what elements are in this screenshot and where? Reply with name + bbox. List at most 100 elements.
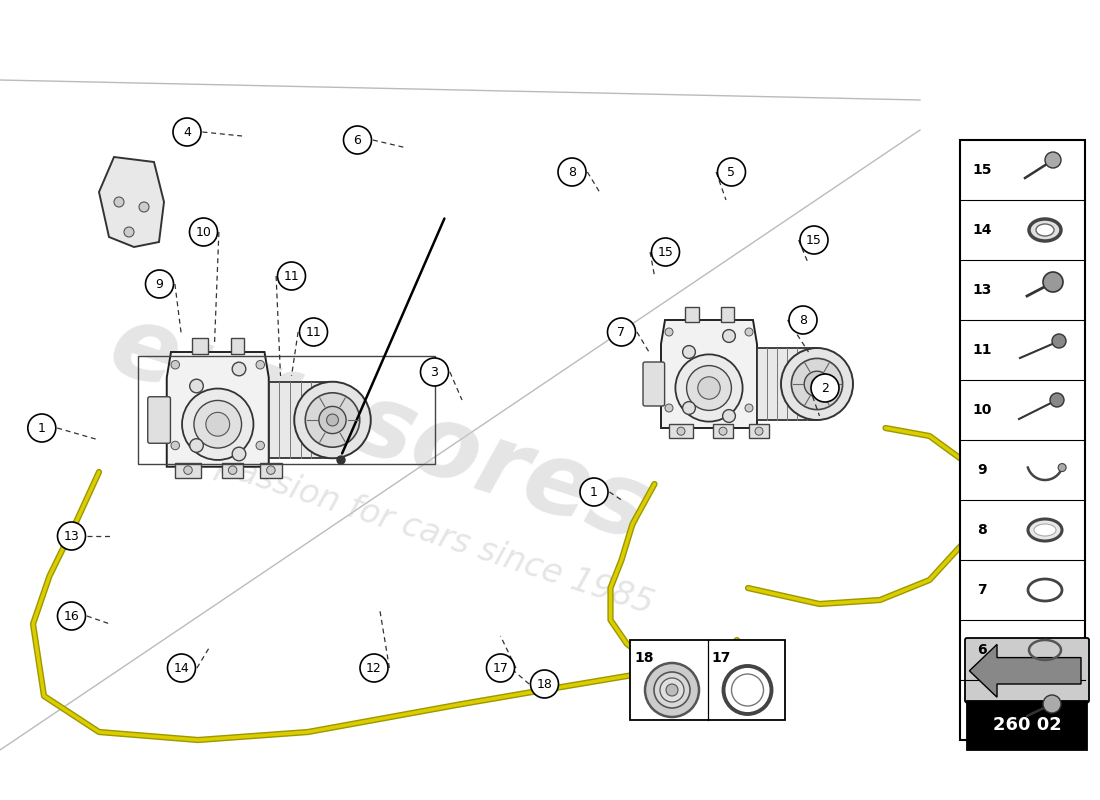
Text: 7: 7	[617, 326, 626, 338]
Circle shape	[804, 371, 829, 397]
Text: eurosores: eurosores	[98, 297, 662, 563]
FancyBboxPatch shape	[965, 638, 1089, 702]
Circle shape	[811, 374, 839, 402]
Circle shape	[194, 401, 242, 448]
Circle shape	[124, 227, 134, 237]
Bar	[713, 424, 733, 438]
Circle shape	[299, 318, 328, 346]
Circle shape	[206, 412, 230, 436]
Circle shape	[607, 318, 636, 346]
Circle shape	[719, 427, 727, 435]
Bar	[630, 640, 785, 720]
Bar	[222, 462, 243, 478]
Text: 16: 16	[64, 610, 79, 622]
Circle shape	[28, 414, 56, 442]
Circle shape	[789, 306, 817, 334]
Text: 11: 11	[306, 326, 321, 338]
Text: 15: 15	[972, 163, 992, 177]
Circle shape	[57, 522, 86, 550]
Circle shape	[686, 366, 732, 410]
Circle shape	[232, 362, 245, 376]
Circle shape	[745, 328, 754, 336]
Text: 8: 8	[799, 314, 807, 326]
Text: 17: 17	[493, 662, 508, 674]
Circle shape	[812, 378, 823, 390]
Bar	[138, 356, 434, 464]
Circle shape	[114, 197, 124, 207]
Circle shape	[173, 118, 201, 146]
Text: 18: 18	[635, 651, 653, 665]
Polygon shape	[167, 352, 268, 466]
Text: 3: 3	[430, 366, 439, 378]
Text: 6: 6	[353, 134, 362, 146]
Bar	[967, 701, 1087, 750]
Circle shape	[781, 348, 852, 420]
Polygon shape	[969, 645, 1081, 698]
Text: 1: 1	[37, 422, 46, 434]
Circle shape	[683, 402, 695, 414]
Circle shape	[1052, 334, 1066, 348]
Text: 14: 14	[174, 662, 189, 674]
Bar	[960, 140, 1085, 740]
Bar	[669, 424, 693, 438]
Text: 15: 15	[658, 246, 673, 258]
Circle shape	[266, 466, 275, 474]
Circle shape	[170, 361, 179, 369]
Text: 1: 1	[590, 486, 598, 498]
Bar	[685, 307, 700, 322]
Text: 10: 10	[972, 403, 992, 417]
Circle shape	[666, 684, 678, 696]
Bar	[749, 424, 769, 438]
Text: 15: 15	[806, 234, 822, 246]
Bar	[720, 307, 734, 322]
Bar	[175, 462, 200, 478]
Text: 7: 7	[977, 583, 987, 597]
Circle shape	[723, 330, 736, 342]
Circle shape	[717, 158, 746, 186]
Circle shape	[791, 358, 843, 410]
Circle shape	[229, 466, 236, 474]
Text: a passion for cars since 1985: a passion for cars since 1985	[183, 439, 658, 621]
Text: 9: 9	[977, 463, 987, 477]
Circle shape	[580, 478, 608, 506]
Circle shape	[256, 442, 264, 450]
Circle shape	[755, 427, 763, 435]
Text: 17: 17	[712, 651, 732, 665]
Bar	[261, 462, 282, 478]
Polygon shape	[661, 320, 757, 428]
Circle shape	[420, 358, 449, 386]
Text: 13: 13	[64, 530, 79, 542]
Circle shape	[651, 238, 680, 266]
FancyBboxPatch shape	[147, 397, 170, 443]
Circle shape	[189, 438, 204, 452]
Circle shape	[486, 654, 515, 682]
Text: 12: 12	[366, 662, 382, 674]
Circle shape	[145, 270, 174, 298]
Circle shape	[256, 361, 264, 369]
Circle shape	[697, 377, 720, 399]
Text: 5: 5	[977, 703, 987, 717]
Polygon shape	[99, 157, 164, 247]
Text: 6: 6	[977, 643, 987, 657]
Circle shape	[182, 389, 253, 460]
Circle shape	[1058, 463, 1066, 471]
Circle shape	[170, 442, 179, 450]
Circle shape	[666, 404, 673, 412]
Text: 5: 5	[727, 166, 736, 178]
Ellipse shape	[1034, 524, 1056, 536]
Bar	[231, 338, 244, 354]
Circle shape	[675, 354, 742, 422]
Circle shape	[660, 678, 684, 702]
Circle shape	[745, 404, 754, 412]
Circle shape	[1045, 152, 1062, 168]
Circle shape	[530, 670, 559, 698]
Circle shape	[558, 158, 586, 186]
Circle shape	[676, 427, 685, 435]
Circle shape	[184, 466, 192, 474]
Ellipse shape	[1028, 519, 1062, 541]
Text: 2: 2	[821, 382, 829, 394]
Text: 260 02: 260 02	[992, 716, 1062, 734]
Bar	[268, 382, 332, 458]
Ellipse shape	[1036, 224, 1054, 236]
Text: 13: 13	[972, 283, 992, 297]
